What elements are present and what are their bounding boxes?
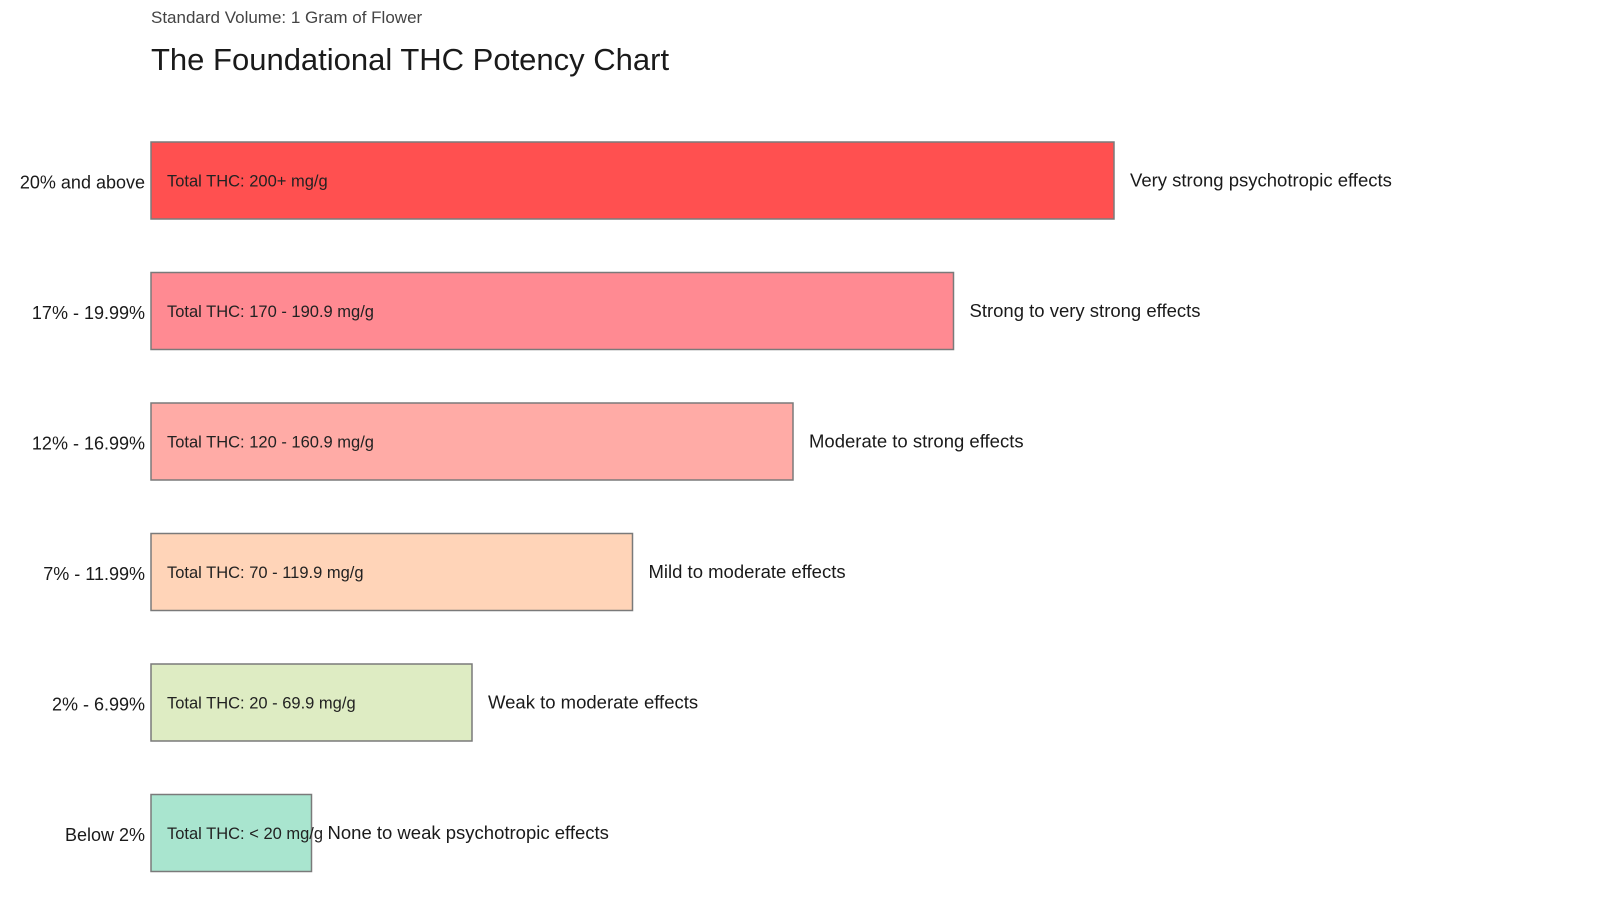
potency-bar <box>150 793 313 873</box>
chart-title: The Foundational THC Potency Chart <box>151 42 670 77</box>
effect-annotation: None to weak psychotropic effects <box>328 822 609 843</box>
category-label: 7% - 11.99% <box>43 564 145 584</box>
category-label: 12% - 16.99% <box>32 434 145 454</box>
effect-annotation: Strong to very strong effects <box>970 300 1201 321</box>
effect-annotation: Moderate to strong effects <box>809 431 1024 452</box>
potency-bar <box>150 141 1115 220</box>
bar-value-label: Total THC: 170 - 190.9 mg/g <box>167 303 374 321</box>
bar-value-label: Total THC: 70 - 119.9 mg/g <box>167 564 364 582</box>
effect-annotation: Weak to moderate effects <box>488 692 698 713</box>
bar-value-label: Total THC: 200+ mg/g <box>167 173 328 191</box>
category-label: 17% - 19.99% <box>32 303 145 323</box>
category-label: 2% - 6.99% <box>52 695 145 715</box>
potency-bar <box>150 402 794 481</box>
potency-bar <box>150 663 473 742</box>
effect-annotation: Very strong psychotropic effects <box>1130 170 1392 191</box>
effect-annotation: Mild to moderate effects <box>649 561 846 582</box>
bar-value-label: Total THC: < 20 mg/g <box>167 825 323 843</box>
category-label: Below 2% <box>65 825 145 845</box>
category-label: 20% and above <box>20 173 145 193</box>
chart-subtitle: Standard Volume: 1 Gram of Flower <box>151 8 423 27</box>
potency-bar <box>150 271 955 351</box>
bar-value-label: Total THC: 120 - 160.9 mg/g <box>167 434 374 452</box>
potency-bar <box>150 532 634 612</box>
bar-value-label: Total THC: 20 - 69.9 mg/g <box>167 695 356 713</box>
